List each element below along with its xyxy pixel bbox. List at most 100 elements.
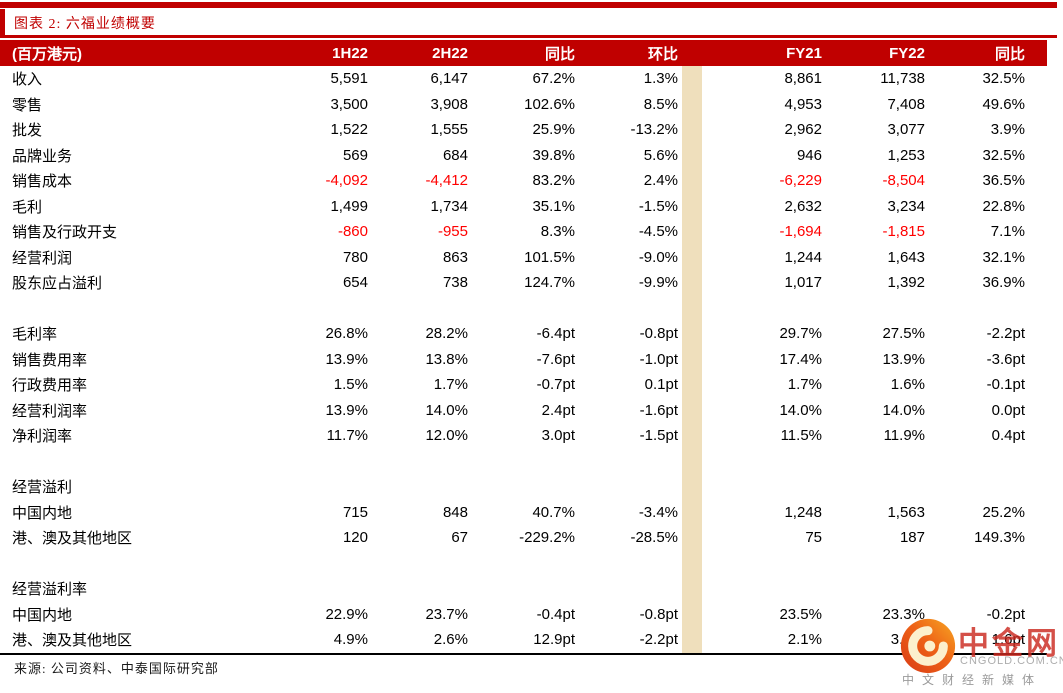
value-cell: 36.5% xyxy=(982,172,1025,190)
value-cell: 5,591 xyxy=(330,70,368,88)
value-cell: 3,077 xyxy=(887,121,925,139)
value-cell: 102.6% xyxy=(524,95,575,113)
value-cell: 120 xyxy=(342,529,368,547)
blank-row xyxy=(0,296,1047,322)
value-cell: 17.4% xyxy=(779,350,822,368)
value-cell: 5.6% xyxy=(643,146,678,164)
value-cell: 32.5% xyxy=(982,70,1025,88)
top-rule xyxy=(0,2,1057,8)
value-cell: 22.8% xyxy=(982,197,1025,215)
row-label: 行政费用率 xyxy=(12,378,88,395)
value-cell: 13.9% xyxy=(325,350,368,368)
value-cell: 1,248 xyxy=(784,503,822,521)
value-cell: 32.1% xyxy=(982,248,1025,266)
value-cell: 13.9% xyxy=(325,401,368,419)
value-cell: -860 xyxy=(337,223,368,241)
value-cell: 7.1% xyxy=(990,223,1025,241)
value-cell: 6,147 xyxy=(430,70,468,88)
table-row: 销售费用率 13.9% 13.8% -7.6pt -1.0pt 17.4% 13.9% -3.… xyxy=(0,347,1047,373)
column-header-3: 同比 xyxy=(544,45,575,63)
value-cell: 4,953 xyxy=(784,95,822,113)
value-cell: 2.1% xyxy=(787,631,822,649)
value-cell: -2.2pt xyxy=(639,631,678,649)
value-cell: 83.2% xyxy=(532,172,575,190)
source-note: 来源: 公司资料、中泰国际研究部 xyxy=(14,661,219,676)
row-label: 港、澳及其他地区 xyxy=(12,633,133,650)
row-label: 港、澳及其他地区 xyxy=(12,531,133,548)
value-cell: 67.2% xyxy=(532,70,575,88)
table-row: 毛利 1,499 1,734 35.1% -1.5% 2,632 3,234 22.8% xyxy=(0,194,1047,220)
value-cell: 2,632 xyxy=(784,197,822,215)
value-cell: -1,815 xyxy=(882,223,925,241)
value-cell: -4.5% xyxy=(638,223,678,241)
table-row: 经营利润 780 863 101.5% -9.0% 1,244 1,643 32.1% xyxy=(0,245,1047,271)
value-cell: 1,253 xyxy=(887,146,925,164)
value-cell: 32.5% xyxy=(982,146,1025,164)
row-label: 经营利润率 xyxy=(12,403,88,420)
value-cell: -7.6pt xyxy=(536,350,575,368)
value-cell: 67 xyxy=(451,529,468,547)
value-cell: 848 xyxy=(442,503,468,521)
cngold-watermark: 中金网 CNGOLD.COM.CN 中文财经新媒体 xyxy=(898,612,1063,690)
value-cell: 23.7% xyxy=(425,605,468,623)
table-row: 销售及行政开支 -860 -955 8.3% -4.5% -1,694 -1,815 7.1% xyxy=(0,219,1047,245)
row-label: 销售成本 xyxy=(12,174,73,191)
value-cell: 0.1pt xyxy=(644,376,678,394)
blank-row xyxy=(0,551,1047,577)
value-cell: 3.9% xyxy=(990,121,1025,139)
value-cell: -229.2% xyxy=(519,529,575,547)
value-cell: 11.7% xyxy=(326,427,368,445)
value-cell: 2.4pt xyxy=(541,401,575,419)
value-cell: 1.6pt xyxy=(991,631,1025,649)
value-cell: -1,694 xyxy=(779,223,822,241)
value-cell: 1,555 xyxy=(430,121,468,139)
table-header-row: (百万港元) 1H22 2H22 同比 环比 FY21 FY22 同比 xyxy=(0,40,1047,66)
value-cell: 1,563 xyxy=(887,503,925,521)
value-cell: 0.4pt xyxy=(991,427,1025,445)
value-cell: 3,500 xyxy=(330,95,368,113)
column-header-2: 2H22 xyxy=(432,44,468,62)
row-label: 销售费用率 xyxy=(12,352,88,369)
value-cell: 1,499 xyxy=(330,197,368,215)
value-cell: 780 xyxy=(342,248,368,266)
value-cell: -13.2% xyxy=(630,121,678,139)
value-cell: -1.0pt xyxy=(639,350,678,368)
value-cell: 3,908 xyxy=(430,95,468,113)
value-cell: 29.7% xyxy=(779,325,822,343)
row-label: 净利润率 xyxy=(12,429,73,446)
blank-row xyxy=(0,449,1047,475)
value-cell: 149.3% xyxy=(974,529,1025,547)
table-row: 毛利率 26.8% 28.2% -6.4pt -0.8pt 29.7% 27.5% -2.2p… xyxy=(0,321,1047,347)
value-cell: 1,734 xyxy=(430,197,468,215)
row-label: 批发 xyxy=(12,123,43,140)
value-cell: -4,412 xyxy=(425,172,468,190)
column-header-4: 环比 xyxy=(647,45,678,63)
column-header-1: 1H22 xyxy=(332,44,368,62)
section-header-row: 经营溢利率 xyxy=(0,576,1047,602)
value-cell: -0.2pt xyxy=(986,605,1025,623)
row-label: 中国内地 xyxy=(12,505,73,522)
table-row: 行政费用率 1.5% 1.7% -0.7pt 0.1pt 1.7% 1.6% -0.1pt xyxy=(0,372,1047,398)
value-cell: 1.5% xyxy=(333,376,368,394)
cngold-logo-icon xyxy=(900,618,956,674)
row-label: 经营溢利率 xyxy=(12,582,88,599)
value-cell: 654 xyxy=(342,274,368,292)
table-row: 零售 3,500 3,908 102.6% 8.5% 4,953 7,408 49.6% xyxy=(0,92,1047,118)
row-label: 股东应占溢利 xyxy=(12,276,103,293)
value-cell: -6.4pt xyxy=(536,325,575,343)
value-cell: -4,092 xyxy=(325,172,368,190)
financial-summary-table: (百万港元) 1H22 2H22 同比 环比 FY21 FY22 同比 收入 5,591 6,14… xyxy=(0,40,1047,655)
value-cell: 3,234 xyxy=(887,197,925,215)
value-cell: 14.0% xyxy=(779,401,822,419)
column-header-5: FY21 xyxy=(786,44,822,62)
value-cell: 22.9% xyxy=(325,605,368,623)
table-row: 中国内地 715 848 40.7% -3.4% 1,248 1,563 25.2% xyxy=(0,500,1047,526)
value-cell: -0.1pt xyxy=(986,376,1025,394)
value-cell: 2,962 xyxy=(784,121,822,139)
value-cell: 26.8% xyxy=(325,325,368,343)
table-row: 品牌业务 569 684 39.8% 5.6% 946 1,253 32.5% xyxy=(0,143,1047,169)
value-cell: 12.0% xyxy=(425,427,468,445)
value-cell: 8.3% xyxy=(540,223,575,241)
value-cell: -955 xyxy=(437,223,468,241)
